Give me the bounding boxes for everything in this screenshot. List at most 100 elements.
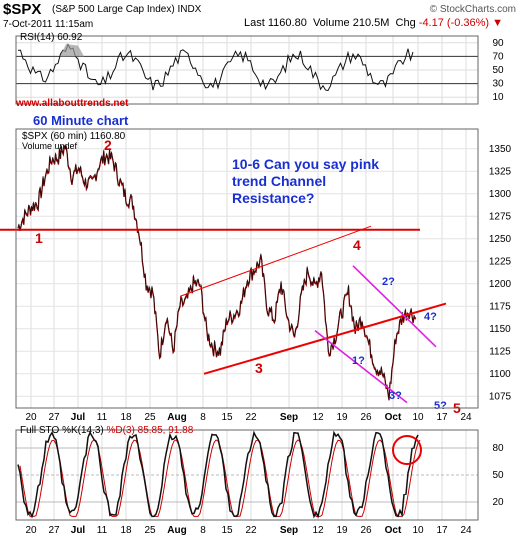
sto-k-series xyxy=(17,430,419,519)
x-tick-label: Oct xyxy=(385,525,402,536)
x-tick-label: 18 xyxy=(120,525,132,536)
price-tick-label: 1175 xyxy=(489,301,511,312)
x-tick-label: 15 xyxy=(221,525,233,536)
x-tick-label: 27 xyxy=(48,525,60,536)
rsi-tick-label: 10 xyxy=(492,92,504,103)
x-tick-label: Jul xyxy=(71,525,86,536)
index-name: (S&P 500 Large Cap Index) INDX xyxy=(52,4,202,15)
x-tick-label: 26 xyxy=(360,525,372,536)
x-tick-label: 12 xyxy=(312,412,324,423)
x-tick-label: 18 xyxy=(120,412,132,423)
x-tick-label: 11 xyxy=(97,412,108,423)
x-tick-label: 27 xyxy=(48,412,60,423)
price-tick-label: 1100 xyxy=(489,369,511,380)
wave-label-6: 1? xyxy=(352,355,365,367)
price-tick-label: 1250 xyxy=(489,234,512,245)
last-value: 1160.80 xyxy=(267,17,307,29)
x-tick-label: 15 xyxy=(221,412,233,423)
rsi-tick-label: 90 xyxy=(492,38,504,49)
x-tick-label: Aug xyxy=(167,525,186,536)
x-tick-label: 19 xyxy=(336,412,348,423)
x-tick-label: 17 xyxy=(436,412,448,423)
price-tick-label: 1300 xyxy=(489,189,512,200)
x-tick-label: 22 xyxy=(245,525,257,536)
x-tick-label: 17 xyxy=(436,525,448,536)
stockcharts-logo: © StockCharts.com xyxy=(429,4,516,15)
rsi-tick-label: 70 xyxy=(492,51,504,62)
x-tick-label: 19 xyxy=(336,525,348,536)
sto-tick-label: 20 xyxy=(492,497,504,508)
price-series-label: $SPX (60 min) 1160.80 xyxy=(22,131,126,142)
price-tick-label: 1350 xyxy=(489,144,512,155)
chg-value: -4.17 (-0.36%) xyxy=(418,17,490,29)
rsi-series xyxy=(17,43,414,92)
rsi-tick-label: 50 xyxy=(492,65,504,76)
volume-label-text: Volume undef xyxy=(22,141,78,151)
down-arrow-icon: ▼ xyxy=(492,17,504,29)
sto-grid xyxy=(16,430,478,520)
price-tick-label: 1075 xyxy=(489,391,512,402)
x-tick-label: 22 xyxy=(245,412,257,423)
chart-annotation-title: 60 Minute chart xyxy=(33,113,129,128)
sto-highlight-circle xyxy=(392,435,422,465)
sto-label-d: %D(3) 85.85, xyxy=(106,425,166,436)
sto-label: Full STO %K(14,3) %D(3) 85.85, 91.88 xyxy=(20,425,193,436)
x-tick-label: 24 xyxy=(460,525,472,536)
x-tick-label: Sep xyxy=(280,412,298,423)
price-tick-label: 1125 xyxy=(489,346,511,357)
sto-label-dval: 91.88 xyxy=(168,425,194,436)
wave-label-3: 3 xyxy=(255,360,263,376)
price-tick-label: 1275 xyxy=(489,211,512,222)
price-tick-label: 1325 xyxy=(489,166,512,177)
x-tick-label: Aug xyxy=(167,412,186,423)
last-label: Last xyxy=(244,17,265,29)
sto-d-series xyxy=(19,439,421,517)
sto-tick-label: 80 xyxy=(492,443,504,454)
sto-frame xyxy=(15,429,479,521)
wave-label-7: 2? xyxy=(382,276,395,288)
sto-tick-label: 50 xyxy=(492,470,504,481)
x-tick-label: 10 xyxy=(412,525,424,536)
trend-lines xyxy=(0,225,447,404)
x-tick-label: 8 xyxy=(200,525,206,536)
x-tick-label: Oct xyxy=(385,412,402,423)
wave-label-10: 5? xyxy=(434,400,447,412)
website-link[interactable]: www.allabouttrends.net xyxy=(16,98,129,109)
pink-channel-upper xyxy=(352,265,437,348)
chg-label: Chg xyxy=(395,17,416,29)
x-tick-label: 20 xyxy=(25,525,37,536)
rsi-grid xyxy=(16,36,478,104)
annotation-note: 10-6 Can you say pink trend Channel Resi… xyxy=(232,156,380,206)
price-tick-label: 1225 xyxy=(489,256,512,267)
sto-label-prefix: Full STO xyxy=(20,425,60,436)
red-channel-upper xyxy=(179,225,372,297)
quote-line: Last 1160.80 Volume 210.5M Chg -4.17 (-0… xyxy=(244,17,503,29)
sto-lines xyxy=(17,430,422,519)
price-frame xyxy=(15,128,479,409)
x-tick-label: 24 xyxy=(460,412,472,423)
x-tick-label: 8 xyxy=(200,412,206,423)
x-tick-label: 10 xyxy=(412,412,424,423)
x-tick-label: Jul xyxy=(71,412,86,423)
price-tick-label: 1150 xyxy=(489,324,511,335)
sto-label-k: %K(14,3) xyxy=(62,425,104,436)
x-tick-label: 25 xyxy=(144,412,156,423)
x-tick-label: Sep xyxy=(280,525,298,536)
pink-channel-lower xyxy=(314,329,408,404)
wave-label-2: 2 xyxy=(104,137,112,153)
wave-label-8: 3? xyxy=(389,390,402,402)
rsi-overbought-fill xyxy=(60,44,84,57)
price-tick-label: 1200 xyxy=(489,279,512,290)
x-tick-label: 20 xyxy=(25,412,37,423)
timestamp: 7-Oct-2011 11:15am xyxy=(3,19,94,30)
rsi-tick-label: 30 xyxy=(492,79,504,90)
price-series-shadow xyxy=(17,144,417,399)
rsi-line xyxy=(17,43,414,92)
volume-value: 210.5M xyxy=(352,17,390,29)
x-tick-label: 26 xyxy=(360,412,372,423)
symbol: $SPX xyxy=(3,1,42,18)
volume-label: Volume xyxy=(312,17,350,29)
wave-label-4: 4 xyxy=(353,237,361,253)
